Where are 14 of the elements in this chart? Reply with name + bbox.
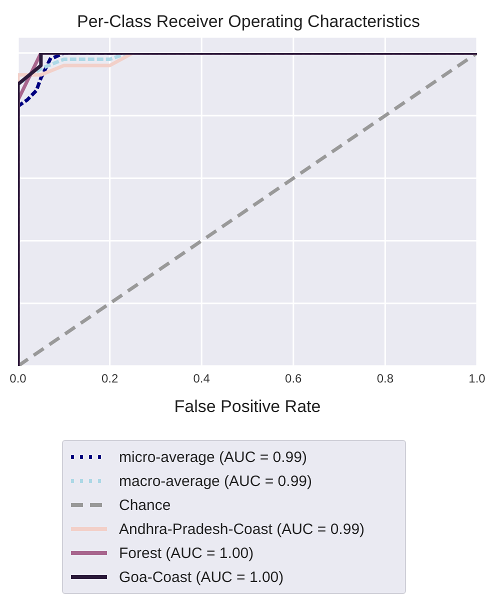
x-tick-label: 1.0 xyxy=(468,372,486,386)
x-tick-label: 0.8 xyxy=(376,372,394,386)
legend-label: Chance xyxy=(119,496,171,514)
legend-label: macro-average (AUC = 0.99) xyxy=(119,472,312,490)
x-axis-title: False Positive Rate xyxy=(174,397,321,416)
x-tick-label: 0.2 xyxy=(101,372,118,386)
x-tick-label: 0.4 xyxy=(193,372,210,386)
legend-label: Goa-Coast (AUC = 1.00) xyxy=(119,568,284,586)
x-tick-label: 0.6 xyxy=(285,372,302,386)
legend-label: Andhra-Pradesh-Coast (AUC = 0.99) xyxy=(119,520,365,538)
x-tick-label: 0.0 xyxy=(10,372,27,386)
legend-label: micro-average (AUC = 0.99) xyxy=(119,448,307,466)
legend-label: Forest (AUC = 1.00) xyxy=(119,544,254,562)
chart-title: Per-Class Receiver Operating Characteristics xyxy=(76,11,421,33)
